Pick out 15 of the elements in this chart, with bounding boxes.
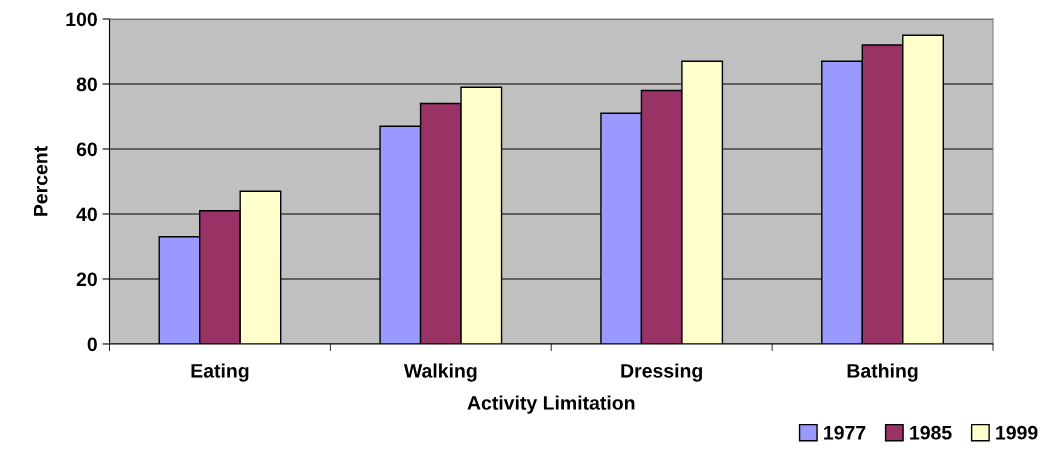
- x-tick-label: Walking: [403, 363, 477, 382]
- y-tick-label: 60: [76, 142, 97, 157]
- legend-label: 1985: [910, 425, 952, 440]
- x-tick-label: Bathing: [847, 363, 918, 382]
- x-tick-label: Dressing: [621, 363, 702, 382]
- y-tick-label: 40: [76, 207, 97, 222]
- y-axis-title: Percent: [33, 146, 48, 216]
- y-tick-label: 100: [66, 12, 97, 27]
- legend-label: 1999: [996, 425, 1038, 440]
- y-tick-label: 20: [76, 272, 97, 287]
- x-tick-label: Eating: [191, 363, 249, 382]
- x-axis-title: Activity Limitation: [467, 395, 635, 414]
- legend-label: 1977: [824, 425, 866, 440]
- y-tick-label: 80: [76, 77, 97, 92]
- y-tick-label: 0: [87, 337, 97, 352]
